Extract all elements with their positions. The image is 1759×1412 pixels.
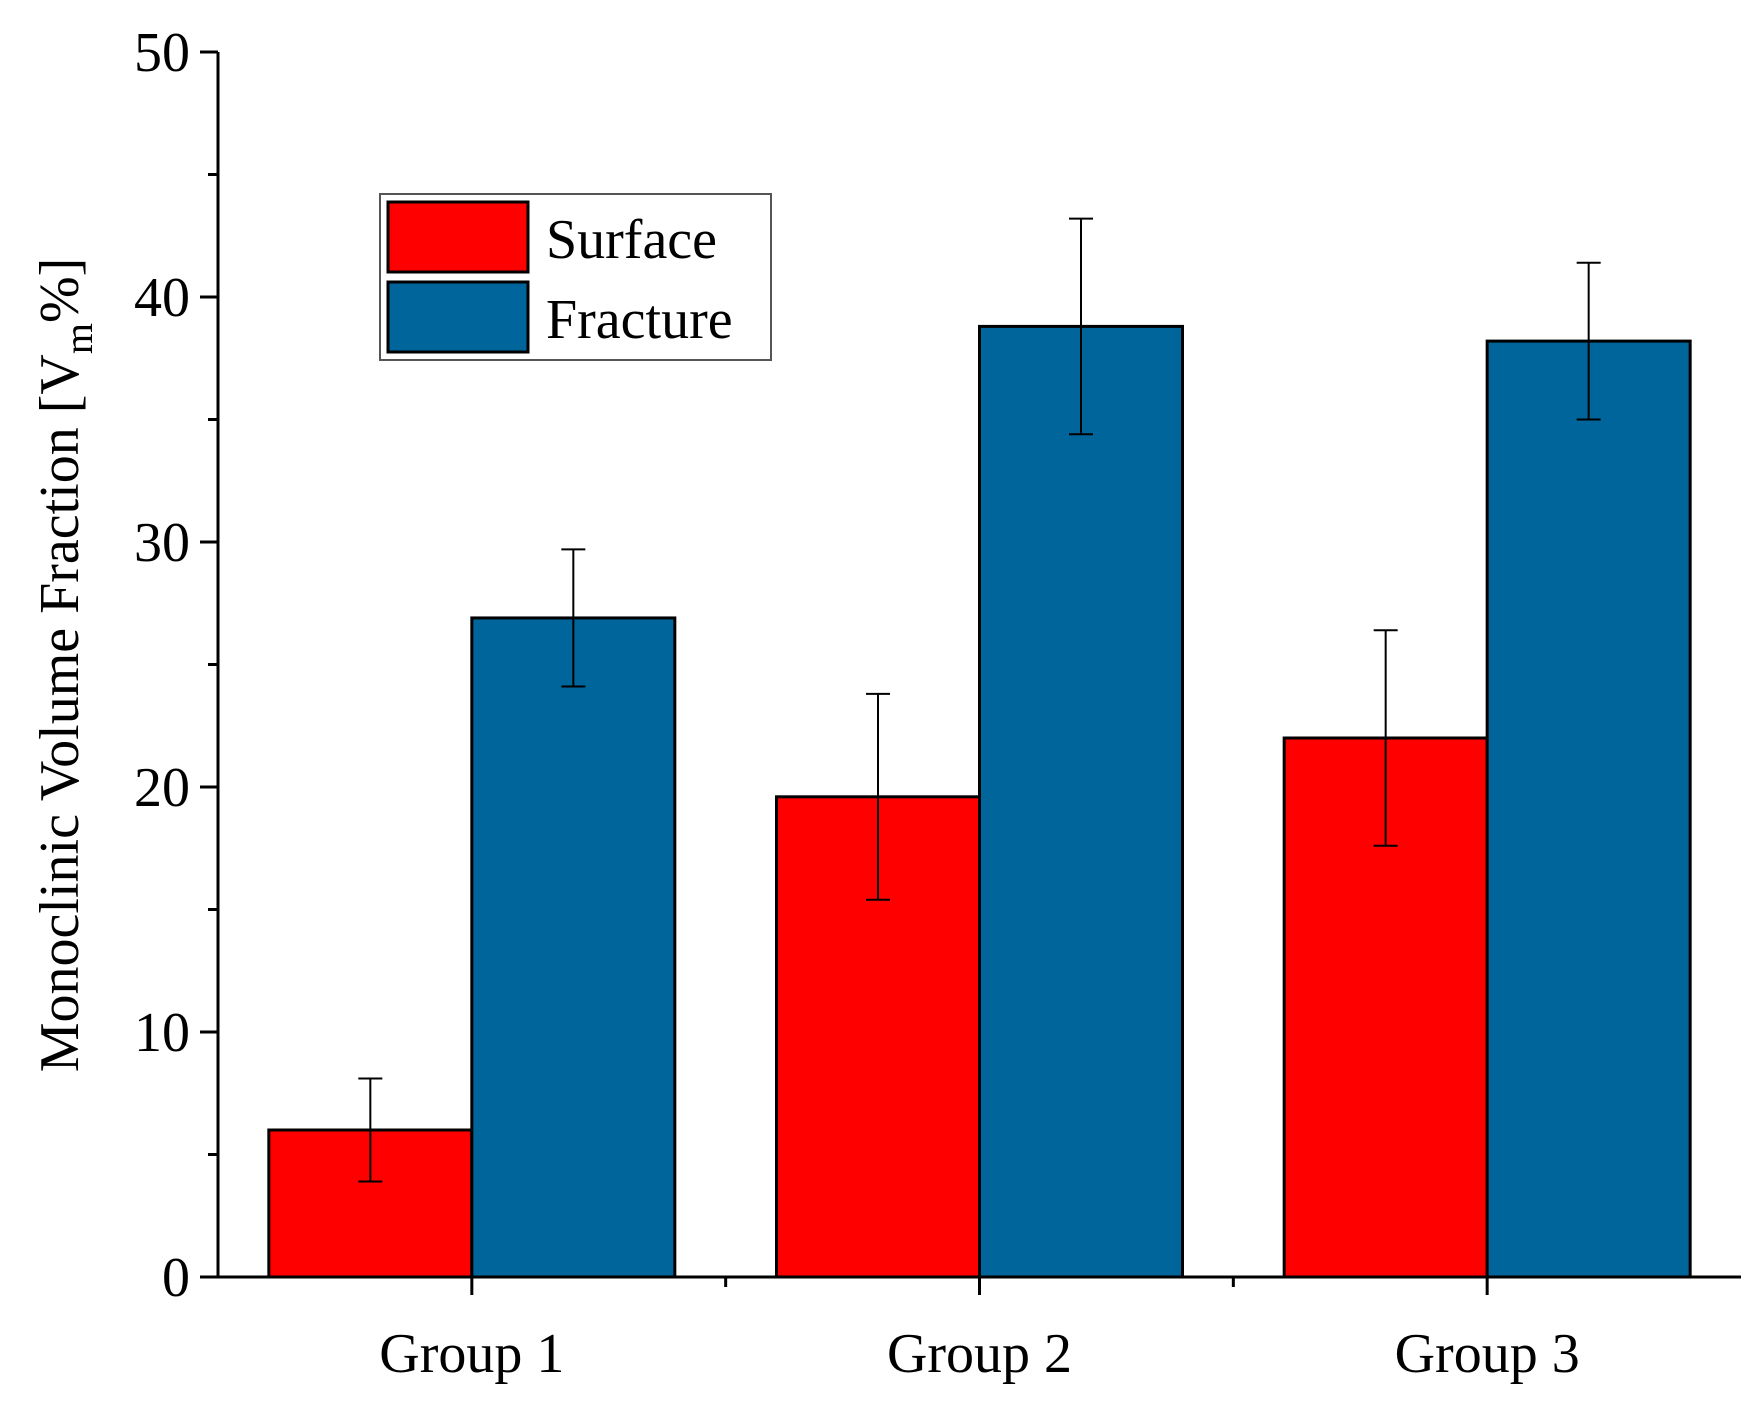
y-tick-label: 40: [134, 267, 190, 329]
y-tick-label: 30: [134, 512, 190, 574]
error-bar-fracture-3: [1576, 261, 1601, 421]
plot-bars: [267, 324, 1692, 1279]
legend-label-fracture: Fracture: [546, 289, 733, 351]
legend-swatch-surface: [386, 200, 530, 274]
x-category-label: Group 1: [379, 1323, 564, 1385]
y-axis-label: Monoclinic Volume Fraction [Vm%]: [29, 258, 101, 1073]
x-ticks: Group 1 Group 2 Group 3: [379, 1277, 1580, 1385]
error-bars: [358, 217, 1601, 1183]
error-bar-fracture-2: [1069, 217, 1093, 436]
legend-swatch-fracture: [386, 280, 530, 354]
y-tick-label: 10: [134, 1002, 190, 1064]
bar-fracture-2: [978, 324, 1184, 1279]
y-tick-label: 50: [134, 22, 190, 84]
error-bar-surface-1: [358, 1077, 383, 1183]
x-category-label: Group 3: [1395, 1323, 1580, 1385]
error-bar-surface-3: [1373, 629, 1398, 847]
y-ticks: 0 10 20 30 40 50: [134, 22, 218, 1309]
y-tick-label: 0: [162, 1247, 190, 1309]
bar-fracture-3: [1485, 339, 1692, 1279]
x-category-label: Group 2: [887, 1323, 1072, 1385]
bar-fracture-1: [470, 616, 677, 1279]
error-bar-fracture-1: [561, 548, 586, 688]
error-bar-surface-2: [866, 692, 890, 901]
legend: Surface Fracture: [379, 193, 772, 361]
y-tick-label: 20: [134, 757, 190, 819]
legend-label-surface: Surface: [546, 209, 717, 271]
